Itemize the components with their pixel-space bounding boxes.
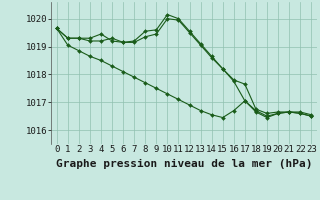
X-axis label: Graphe pression niveau de la mer (hPa): Graphe pression niveau de la mer (hPa) [56,159,312,169]
